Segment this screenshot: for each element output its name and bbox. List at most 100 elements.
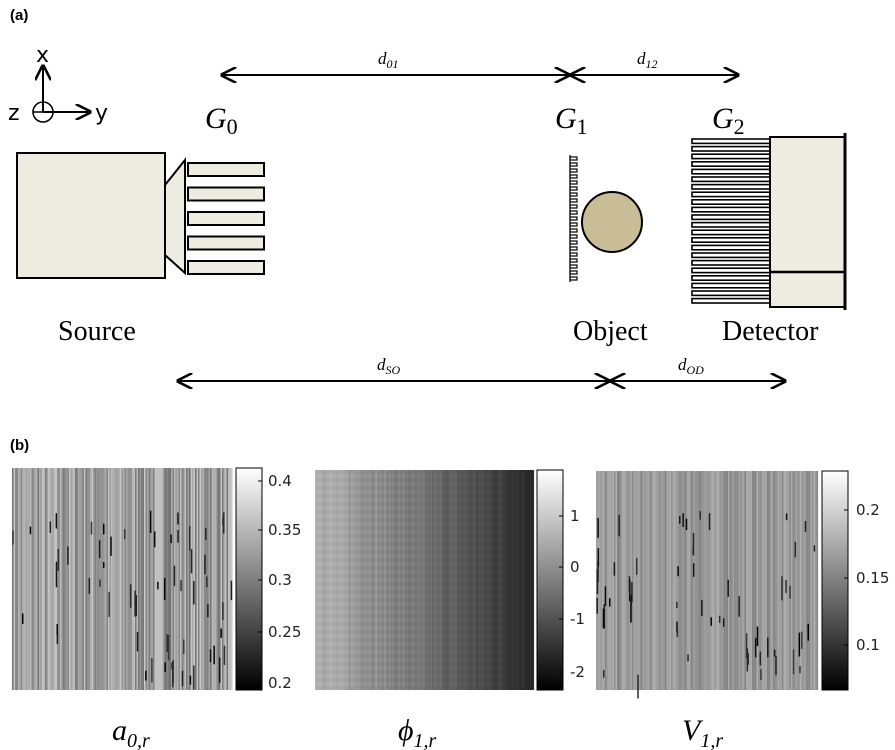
stripe: [796, 471, 798, 690]
speck: [172, 664, 174, 687]
speck: [12, 531, 14, 545]
maps: 0.40.350.30.250.2a0,r10-1-2ϕ1,r0.20.150.…: [12, 468, 889, 750]
stripe: [734, 471, 736, 690]
comb-tooth: [570, 247, 577, 250]
stripe: [47, 468, 49, 690]
stripe: [725, 471, 727, 690]
speck: [710, 617, 712, 626]
speck: [220, 628, 222, 638]
stripe: [102, 468, 104, 690]
stripe: [751, 471, 753, 690]
speck: [799, 633, 801, 657]
stripe: [679, 471, 681, 690]
stripe: [227, 468, 229, 690]
comb-tooth: [570, 217, 577, 220]
stripe: [152, 468, 154, 690]
stripe: [757, 471, 759, 690]
stripe: [50, 468, 52, 690]
stripe: [125, 468, 127, 690]
grating-label: G1: [555, 102, 588, 139]
speck: [89, 578, 91, 594]
speck: [747, 648, 749, 671]
band: [315, 566, 533, 570]
stripe: [59, 468, 61, 690]
stripe: [92, 468, 94, 690]
comb-tooth: [570, 169, 577, 172]
stripe: [673, 471, 675, 690]
slat: [692, 253, 770, 257]
stripe: [53, 468, 55, 690]
component-label: Object: [573, 316, 648, 347]
speck: [789, 586, 791, 599]
stripe: [200, 468, 202, 690]
grating-g0: [188, 163, 264, 274]
stripe: [800, 471, 802, 690]
speck: [636, 558, 638, 575]
stripe: [797, 471, 799, 690]
stripe: [617, 471, 619, 690]
band: [315, 606, 533, 610]
speck: [793, 649, 795, 674]
slat: [188, 212, 264, 225]
stripe: [740, 471, 742, 690]
stripe: [117, 468, 119, 690]
band: [315, 630, 533, 634]
source: [17, 153, 185, 278]
stripe: [21, 468, 23, 690]
band: [315, 526, 533, 530]
slat: [692, 139, 770, 143]
stripe: [104, 468, 106, 690]
stripe: [653, 471, 655, 690]
band: [315, 638, 533, 642]
stripe: [228, 468, 230, 690]
stripe: [722, 471, 724, 690]
band: [315, 622, 533, 626]
panel-label: (b): [10, 437, 29, 454]
stripe: [87, 468, 89, 690]
stripe: [817, 471, 819, 690]
stripe: [646, 471, 648, 690]
speck: [767, 637, 769, 657]
stripe: [62, 468, 64, 690]
speck: [786, 513, 788, 520]
comb-tooth: [570, 235, 577, 238]
stripe: [700, 471, 702, 690]
band: [315, 646, 533, 650]
distance-label: dSO: [377, 355, 401, 377]
stripe: [643, 471, 645, 690]
speck: [603, 609, 605, 629]
stripe: [764, 471, 766, 690]
band: [315, 582, 533, 586]
stripe: [680, 471, 682, 690]
stripe: [695, 471, 697, 690]
stripe: [129, 468, 131, 690]
map-image: [12, 468, 233, 690]
stripe: [658, 471, 660, 690]
stripe: [114, 468, 116, 690]
stripe: [176, 468, 178, 690]
speck: [189, 526, 191, 550]
stripe: [667, 471, 669, 690]
stripe: [146, 468, 148, 690]
stripe: [652, 471, 654, 690]
stripe: [198, 468, 200, 690]
speck: [193, 665, 195, 689]
stripe: [162, 468, 164, 690]
speck: [785, 580, 787, 593]
stripe: [742, 471, 744, 690]
band: [315, 654, 533, 658]
speck: [180, 580, 182, 591]
speck: [177, 530, 179, 543]
stripe: [156, 468, 158, 690]
speck: [22, 613, 24, 623]
stripe: [186, 468, 188, 690]
slat: [692, 299, 770, 303]
stripe: [123, 468, 125, 690]
speck: [676, 602, 678, 608]
comb-tooth: [570, 163, 577, 166]
band: [315, 574, 533, 578]
stripe: [709, 471, 711, 690]
stripe: [203, 468, 205, 690]
comb-tooth: [570, 157, 577, 160]
speck: [231, 581, 233, 600]
